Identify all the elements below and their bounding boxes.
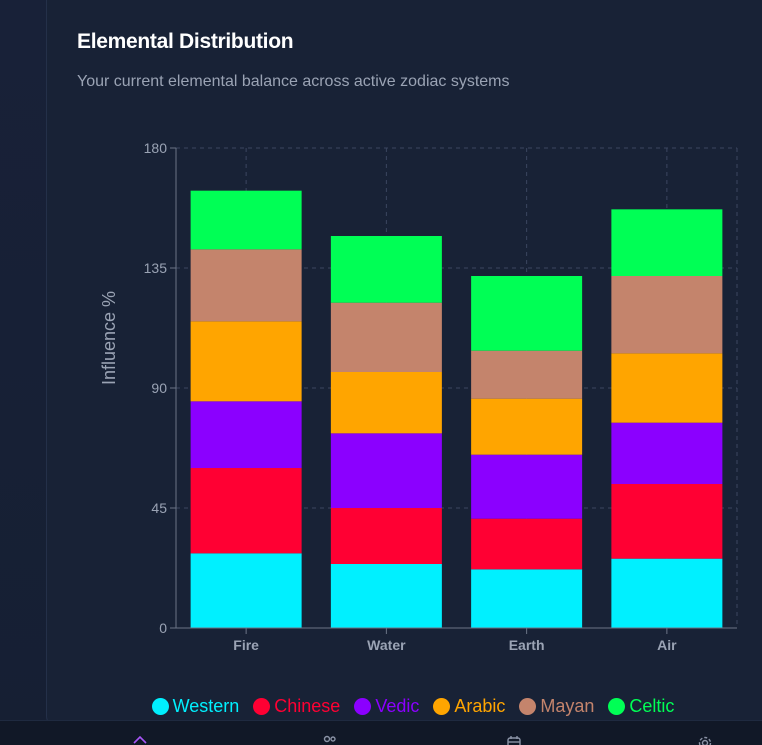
bar-air-celtic xyxy=(611,209,723,276)
bar-fire-vedic xyxy=(190,401,302,468)
x-tick-label-fire: Fire xyxy=(233,637,259,653)
legend-label-mayan: Mayan xyxy=(540,696,595,716)
legend-item-arabic[interactable]: Arabic xyxy=(433,696,505,717)
legend-swatch-arabic xyxy=(433,698,451,715)
bar-water-mayan xyxy=(330,302,442,372)
x-tick-label-air: Air xyxy=(657,637,677,653)
legend-swatch-mayan xyxy=(519,698,537,715)
bar-fire-celtic xyxy=(190,190,302,250)
y-tick-label-3: 135 xyxy=(144,260,168,276)
legend-label-western: Western xyxy=(172,696,240,716)
legend-item-celtic[interactable]: Celtic xyxy=(608,696,674,717)
x-tick-label-water: Water xyxy=(367,637,406,653)
bar-air-vedic xyxy=(611,422,723,484)
legend-swatch-vedic xyxy=(354,698,372,715)
bar-fire-arabic xyxy=(190,321,302,402)
legend-swatch-chinese xyxy=(253,698,271,715)
home-icon[interactable] xyxy=(132,735,148,745)
legend-item-chinese[interactable]: Chinese xyxy=(253,696,340,717)
y-tick-label-1: 45 xyxy=(151,500,167,516)
bar-earth-celtic xyxy=(471,276,583,351)
bar-air-chinese xyxy=(611,484,723,559)
bottom-nav xyxy=(0,720,762,745)
legend-label-chinese: Chinese xyxy=(274,696,341,716)
bar-earth-arabic xyxy=(471,398,583,455)
bar-water-celtic xyxy=(330,236,442,303)
bar-fire-western xyxy=(190,553,302,628)
y-tick-label-4: 180 xyxy=(144,140,168,156)
bar-earth-western xyxy=(471,569,583,628)
stacked-bar-chart: 0 45 90 135 180 Fire Water Earth Air Influence % xyxy=(99,140,738,653)
bar-earth-chinese xyxy=(471,518,583,570)
bar-earth-vedic xyxy=(471,454,583,519)
bar-water-vedic xyxy=(330,433,442,508)
y-tick-label-2: 90 xyxy=(151,380,167,396)
users-icon[interactable] xyxy=(322,735,338,745)
bar-earth-mayan xyxy=(471,350,583,399)
y-tick-label-0: 0 xyxy=(159,620,167,636)
bar-water-arabic xyxy=(330,372,442,434)
x-tick-label-earth: Earth xyxy=(509,637,545,653)
chart-legend: Western Chinese Vedic Arabic Mayan Celtic xyxy=(0,696,762,717)
legend-label-arabic: Arabic xyxy=(454,696,506,716)
y-axis-label: Influence % xyxy=(99,291,119,385)
card-subtitle: Your current elemental balance across ac… xyxy=(77,73,510,90)
settings-icon[interactable] xyxy=(697,735,713,745)
bar-air-western xyxy=(611,558,723,628)
legend-swatch-celtic xyxy=(608,698,626,715)
bar-water-western xyxy=(330,564,442,628)
bar-air-arabic xyxy=(611,353,723,423)
bar-fire-chinese xyxy=(190,468,302,554)
bar-air-mayan xyxy=(611,276,723,354)
card-title: Elemental Distribution xyxy=(77,30,294,53)
legend-item-mayan[interactable]: Mayan xyxy=(519,696,594,717)
calendar-icon[interactable] xyxy=(506,735,522,745)
bar-fire-mayan xyxy=(190,249,302,322)
legend-swatch-western xyxy=(151,698,169,715)
legend-label-celtic: Celtic xyxy=(629,696,675,716)
legend-item-western[interactable]: Western xyxy=(151,696,240,717)
bar-water-chinese xyxy=(330,508,442,564)
legend-item-vedic[interactable]: Vedic xyxy=(354,696,419,717)
legend-label-vedic: Vedic xyxy=(375,696,420,716)
